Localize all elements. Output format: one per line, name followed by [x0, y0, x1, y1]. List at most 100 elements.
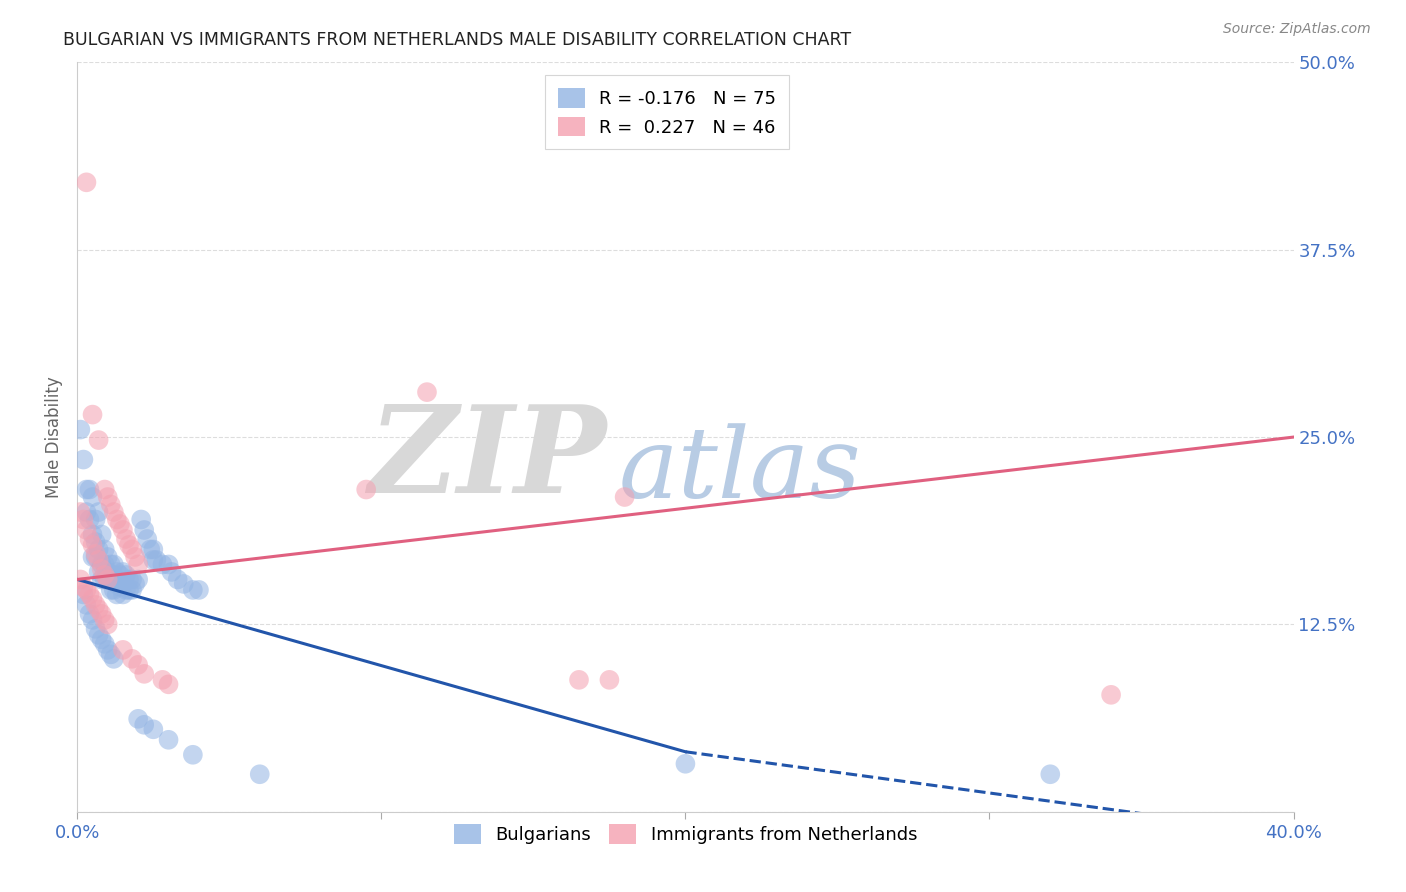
- Point: [93, 542, 115, 557]
- Point: [166, 573, 188, 587]
- Point: [134, 666, 156, 681]
- Point: [93, 573, 115, 587]
- Point: [160, 565, 183, 579]
- Point: [82, 527, 104, 541]
- Text: atlas: atlas: [619, 423, 862, 518]
- Point: [75, 505, 97, 519]
- Text: Source: ZipAtlas.com: Source: ZipAtlas.com: [1223, 22, 1371, 37]
- Point: [142, 723, 165, 737]
- Point: [97, 573, 120, 587]
- Point: [72, 512, 94, 526]
- Point: [121, 573, 143, 587]
- Point: [111, 523, 134, 537]
- Point: [97, 617, 120, 632]
- Point: [97, 643, 120, 657]
- Point: [93, 613, 115, 627]
- Point: [100, 498, 122, 512]
- Text: BULGARIAN VS IMMIGRANTS FROM NETHERLANDS MALE DISABILITY CORRELATION CHART: BULGARIAN VS IMMIGRANTS FROM NETHERLANDS…: [63, 31, 852, 49]
- Point: [127, 573, 149, 587]
- Point: [118, 573, 141, 587]
- Point: [90, 632, 112, 647]
- Point: [249, 767, 271, 781]
- Point: [129, 512, 152, 526]
- Point: [75, 483, 97, 497]
- Point: [84, 598, 107, 612]
- Point: [124, 549, 146, 564]
- Point: [72, 587, 94, 601]
- Point: [111, 565, 134, 579]
- Point: [103, 558, 125, 572]
- Point: [111, 587, 134, 601]
- Point: [134, 718, 156, 732]
- Point: [100, 573, 122, 587]
- Point: [105, 577, 128, 591]
- Point: [97, 565, 120, 579]
- Point: [79, 512, 101, 526]
- Point: [97, 490, 120, 504]
- Point: [115, 582, 138, 597]
- Point: [90, 527, 112, 541]
- Point: [354, 483, 377, 497]
- Point: [134, 523, 156, 537]
- Point: [100, 648, 122, 662]
- Point: [90, 558, 112, 572]
- Point: [72, 580, 94, 594]
- Point: [87, 433, 110, 447]
- Point: [157, 558, 180, 572]
- Point: [121, 542, 143, 557]
- Point: [90, 607, 112, 621]
- Point: [87, 565, 110, 579]
- Point: [111, 577, 134, 591]
- Point: [121, 582, 143, 597]
- Point: [157, 677, 180, 691]
- Point: [87, 628, 110, 642]
- Point: [1039, 767, 1062, 781]
- Point: [613, 490, 636, 504]
- Legend: Bulgarians, Immigrants from Netherlands: Bulgarians, Immigrants from Netherlands: [447, 817, 924, 851]
- Point: [598, 673, 620, 687]
- Point: [75, 598, 97, 612]
- Point: [84, 535, 107, 549]
- Point: [416, 385, 439, 400]
- Point: [69, 505, 91, 519]
- Point: [84, 549, 107, 564]
- Point: [181, 747, 204, 762]
- Point: [69, 573, 91, 587]
- Point: [139, 542, 162, 557]
- Point: [152, 673, 174, 687]
- Point: [87, 542, 110, 557]
- Point: [118, 582, 141, 597]
- Point: [75, 582, 97, 597]
- Point: [152, 558, 174, 572]
- Point: [108, 516, 131, 531]
- Point: [111, 643, 134, 657]
- Point: [82, 408, 104, 422]
- Point: [675, 756, 697, 771]
- Point: [75, 523, 97, 537]
- Point: [108, 568, 131, 582]
- Point: [145, 553, 167, 567]
- Point: [127, 558, 149, 572]
- Point: [121, 652, 143, 666]
- Point: [79, 607, 101, 621]
- Point: [97, 549, 120, 564]
- Point: [90, 573, 112, 587]
- Point: [79, 483, 101, 497]
- Point: [188, 582, 211, 597]
- Point: [136, 532, 159, 546]
- Point: [82, 591, 104, 606]
- Y-axis label: Male Disability: Male Disability: [45, 376, 63, 498]
- Point: [82, 538, 104, 552]
- Point: [103, 582, 125, 597]
- Point: [127, 712, 149, 726]
- Point: [79, 532, 101, 546]
- Point: [97, 573, 120, 587]
- Point: [100, 582, 122, 597]
- Point: [87, 553, 110, 567]
- Point: [157, 732, 180, 747]
- Point: [84, 622, 107, 636]
- Point: [103, 568, 125, 582]
- Point: [93, 568, 115, 582]
- Point: [173, 577, 195, 591]
- Point: [108, 580, 131, 594]
